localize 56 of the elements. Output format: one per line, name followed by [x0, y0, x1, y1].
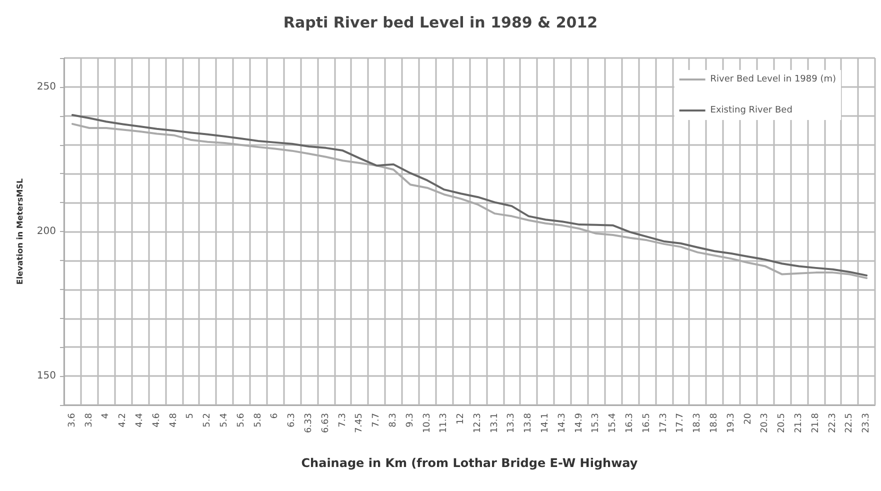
x-tick-label: 12.3: [472, 413, 483, 434]
x-tick-label: 5.6: [236, 412, 246, 428]
x-tick-label: 5.8: [253, 412, 264, 428]
x-tick-label: 7.45: [354, 413, 365, 434]
y-tick-label: 200: [36, 226, 56, 237]
y-axis-title: Elevation in MetersMSL: [16, 178, 24, 285]
x-tick-label: 12: [456, 413, 466, 424]
x-tick-label: 17.7: [676, 413, 686, 434]
chart-title: Rapti River bed Level in 1989 & 2012: [283, 14, 598, 32]
x-tick-label: 10.3: [422, 413, 432, 434]
x-tick-label: 13.3: [506, 413, 517, 434]
x-tick-label: 22.5: [844, 413, 855, 434]
x-tick-label: 21.3: [794, 413, 804, 434]
x-tick-label: 16.5: [642, 413, 652, 434]
x-tick-label: 14.9: [574, 412, 584, 434]
x-tick-label: 15.3: [591, 413, 602, 434]
x-tick-label: 13.1: [490, 413, 500, 434]
x-tick-label: 6.3: [287, 413, 298, 428]
y-tick-label: 150: [36, 370, 56, 382]
x-axis-title: Chainage in Km (from Lothar Bridge E-W Highway: [301, 456, 638, 470]
x-tick-label: 23.3: [862, 413, 872, 434]
x-tick-label: 5.4: [220, 412, 230, 428]
x-tick-label: 14.3: [557, 413, 568, 434]
x-tick-label: 6: [270, 412, 280, 419]
x-tick-label: 20.3: [760, 413, 770, 434]
x-tick-label: 22.3: [828, 413, 838, 434]
x-tick-label: 21.8: [810, 412, 821, 434]
x-tick-label: 19.3: [726, 413, 736, 434]
x-tick-label: 5: [186, 413, 196, 419]
x-tick-label: 15.4: [608, 412, 618, 434]
x-tick-label: 6.63: [320, 413, 331, 434]
x-tick-label: 7.7: [372, 413, 382, 428]
x-tick-label: 4.8: [168, 412, 179, 428]
x-tick-label: 4: [101, 412, 112, 419]
x-tick-label: 8.3: [388, 413, 398, 428]
x-tick-label: 4.4: [135, 412, 146, 428]
legend-label: River Bed Level in 1989 (m): [710, 74, 836, 84]
x-tick-label: 20.5: [777, 413, 788, 434]
legend-label: Existing River Bed: [710, 106, 792, 116]
x-tick-label: 3.8: [84, 412, 94, 428]
x-tick-label: 13.8: [524, 412, 534, 434]
x-tick-label: 9.3: [405, 413, 416, 428]
x-tick-label: 17.3: [658, 413, 669, 434]
x-tick-label: 16.3: [625, 413, 636, 434]
x-tick-label: 4.2: [118, 413, 128, 428]
y-tick-label: 250: [36, 81, 56, 92]
x-tick-label: 18.8: [709, 412, 720, 434]
x-tick-label: 4.6: [152, 412, 162, 428]
x-tick-label: 18.3: [692, 413, 703, 434]
x-tick-label: 14.1: [540, 413, 551, 434]
x-tick-label: 11.3: [439, 413, 450, 434]
x-tick-label: 7.3: [338, 413, 348, 428]
x-tick-label: 3.6: [67, 412, 78, 428]
x-tick-label: 6.33: [304, 413, 314, 434]
x-tick-label: 5.2: [202, 413, 213, 428]
x-tick-label: 20: [743, 412, 754, 424]
